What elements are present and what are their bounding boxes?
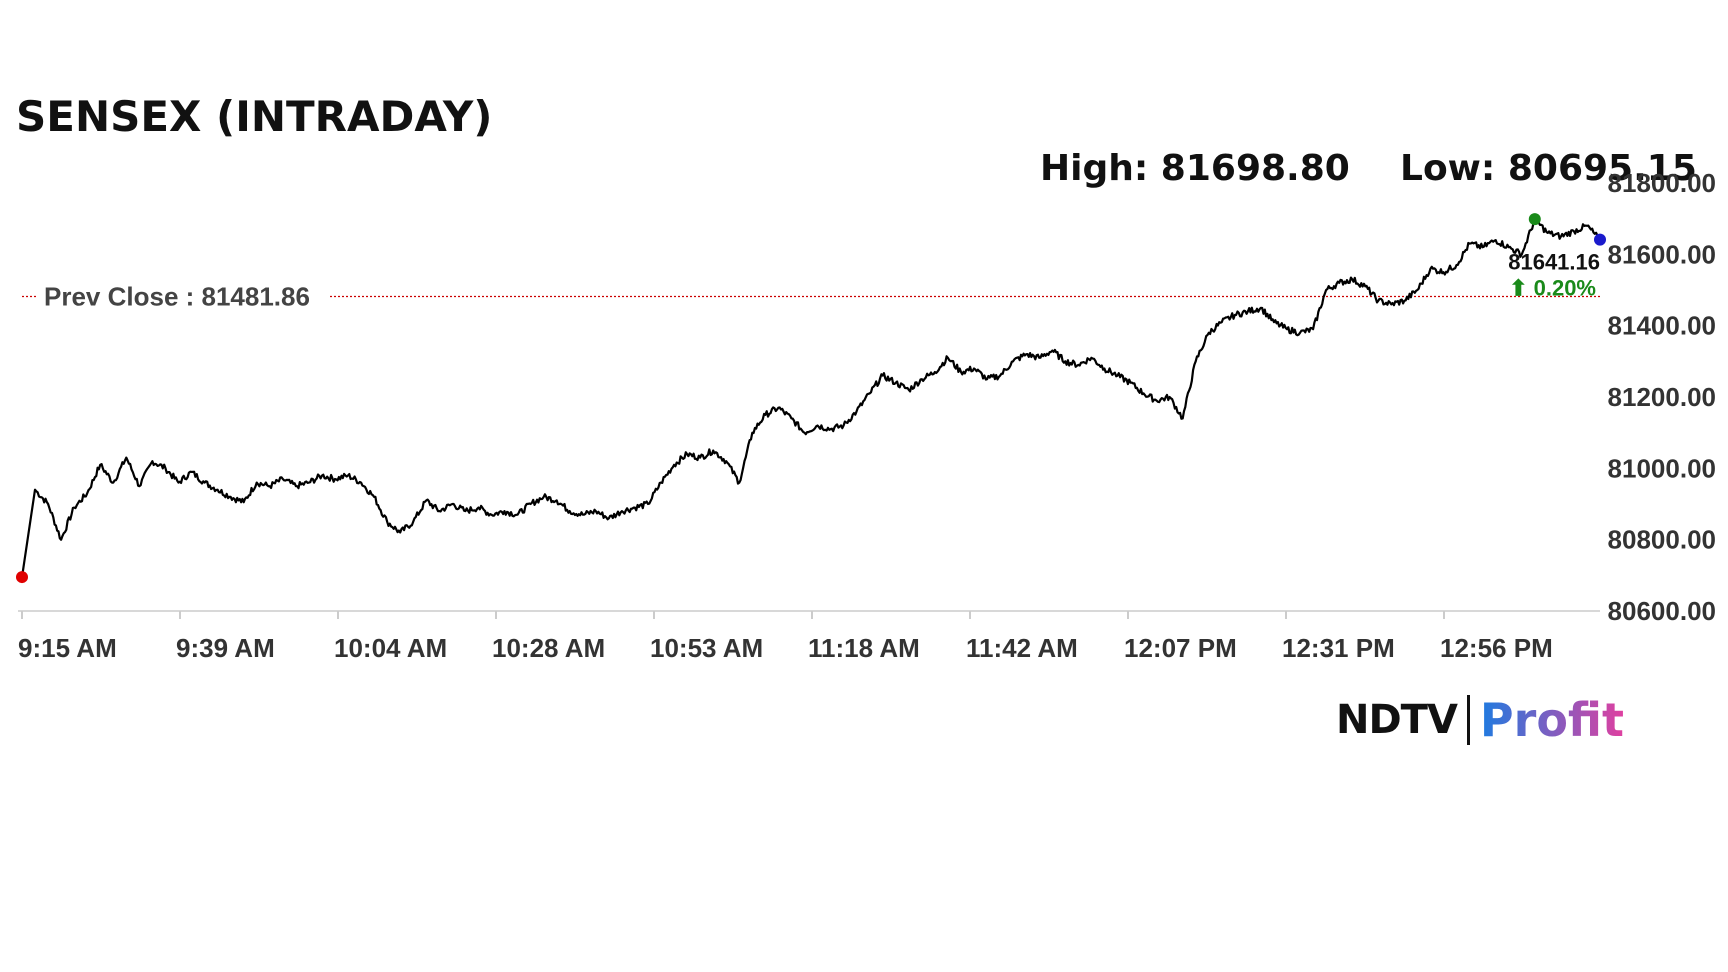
- x-axis: 9:15 AM 9:39 AM 10:04 AM 10:28 AM 10:53 AM 11…: [18, 611, 1553, 663]
- y-tick-label: 80600.00: [1608, 596, 1716, 626]
- y-tick-label: 81600.00: [1608, 239, 1716, 269]
- x-tick-label: 11:42 AM: [966, 633, 1078, 663]
- x-tick-label: 10:28 AM: [492, 633, 605, 663]
- x-tick-label: 9:39 AM: [176, 633, 275, 663]
- chart-title: SENSEX (INTRADAY): [16, 92, 493, 141]
- last-value-marker: [1594, 233, 1606, 246]
- low-value-label: Low: 80695.15: [1400, 148, 1697, 189]
- y-tick-label: 81200.00: [1608, 382, 1716, 412]
- x-tick-label: 9:15 AM: [18, 633, 117, 663]
- prev-close-label: Prev Close : 81481.86: [44, 281, 310, 311]
- x-tick-label: 12:56 PM: [1440, 633, 1553, 663]
- logo-profit-text: Profit: [1479, 693, 1625, 747]
- y-tick-label: 80800.00: [1608, 525, 1716, 555]
- y-tick-label: 81000.00: [1608, 453, 1716, 483]
- low-marker: [16, 571, 28, 584]
- logo-ndtv-text: NDTV: [1336, 697, 1458, 743]
- high-marker: [1528, 213, 1541, 226]
- y-tick-label: 81400.00: [1608, 311, 1716, 341]
- y-tick-label: 81800.00: [1608, 168, 1716, 198]
- x-tick-label: 11:18 AM: [808, 633, 920, 663]
- x-tick-label: 12:07 PM: [1124, 633, 1237, 663]
- logo-divider: [1466, 695, 1470, 745]
- high-value-label: High: 81698.80: [1040, 148, 1350, 189]
- x-tick-label: 12:31 PM: [1282, 633, 1395, 663]
- x-tick-label: 10:04 AM: [334, 633, 447, 663]
- prev-close-label-background: [38, 278, 328, 313]
- last-value-label: 81641.16: [1508, 250, 1600, 275]
- x-tick-label: 10:53 AM: [650, 633, 763, 663]
- ndtv-profit-logo: NDTV Profit: [1336, 690, 1624, 750]
- change-percent-label: ⬆ 0.20%: [1509, 276, 1596, 301]
- sensex-series-line: [20, 217, 1602, 578]
- y-axis: 81800.00 81600.00 81400.00 81200.00 81000.00…: [1608, 168, 1716, 626]
